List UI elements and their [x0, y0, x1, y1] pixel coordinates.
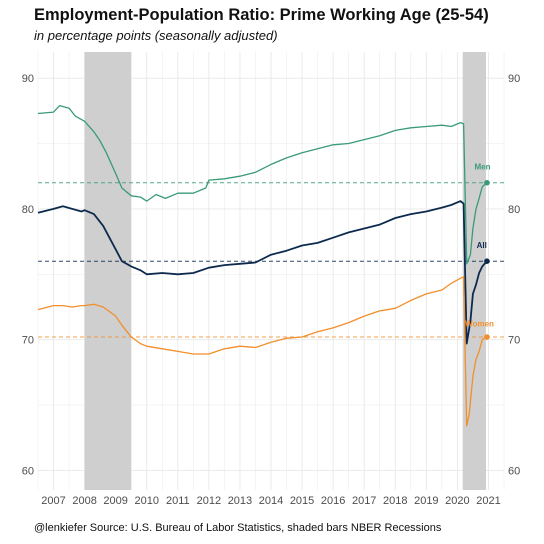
x-tick-label: 2009	[103, 495, 127, 507]
recession-bar	[84, 52, 132, 490]
x-tick-label: 2011	[166, 495, 190, 507]
x-tick-label: 2013	[228, 495, 252, 507]
x-tick-label: 2020	[445, 495, 469, 507]
y-tick-label-left: 70	[22, 335, 34, 347]
x-axis: 2007 2008 2009 2010 2011 2012 2013 2014 2015 2016…	[41, 495, 500, 507]
series-line-women	[37, 276, 488, 427]
series-lines	[37, 104, 488, 427]
end-point-men	[484, 179, 490, 186]
x-tick-label: 2010	[134, 495, 158, 507]
x-tick-label: 2007	[41, 495, 65, 507]
x-tick-label: 2019	[414, 495, 438, 507]
end-point-women	[484, 334, 490, 340]
y-tick-label-right: 90	[508, 73, 520, 85]
y-tick-label-right: 60	[508, 465, 520, 477]
series-line-all	[37, 200, 488, 345]
end-label-all: All	[477, 241, 487, 250]
x-tick-label: 2012	[197, 495, 221, 507]
x-tick-label: 2016	[321, 495, 345, 507]
source-caption: @lenkiefer Source: U.S. Bureau of Labor …	[34, 522, 442, 534]
y-tick-label-left: 90	[22, 73, 34, 85]
recession-bars	[84, 52, 486, 490]
end-label-women: Women	[465, 320, 494, 329]
end-label-men: Men	[474, 163, 490, 172]
y-axis-left: 60 70 80 90	[22, 73, 34, 477]
x-tick-label: 2017	[352, 495, 376, 507]
end-points	[484, 179, 490, 340]
gridlines	[37, 52, 505, 490]
reference-lines	[38, 182, 504, 338]
x-tick-label: 2008	[72, 495, 96, 507]
end-point-all	[484, 258, 490, 264]
y-tick-label-right: 80	[508, 204, 520, 216]
chart-title: Employment-Population Ratio: Prime Worki…	[34, 6, 489, 24]
y-tick-label-left: 60	[22, 465, 34, 477]
recession-bar	[462, 52, 486, 490]
x-tick-label: 2018	[383, 495, 407, 507]
x-tick-label: 2014	[259, 495, 283, 507]
chart-subtitle: in percentage points (seasonally adjuste…	[34, 28, 278, 43]
x-tick-label: 2015	[290, 495, 314, 507]
x-tick-label: 2021	[476, 495, 500, 507]
y-tick-label-left: 80	[22, 204, 34, 216]
series-line-men	[37, 104, 488, 265]
end-labels: Men All Women	[465, 163, 494, 329]
y-axis-right: 60 70 80 90	[508, 73, 520, 477]
y-tick-label-right: 70	[508, 335, 520, 347]
